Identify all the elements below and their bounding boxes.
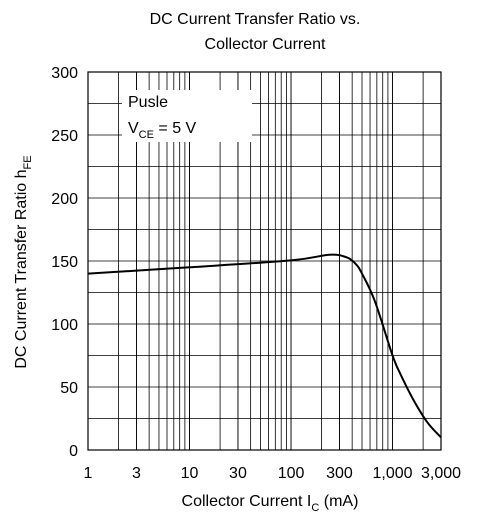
chart-title: DC Current Transfer Ratio vs.: [150, 11, 361, 28]
y-axis-label-main: DC Current Transfer Ratio h: [13, 169, 30, 368]
y-tick-label: 50: [60, 380, 78, 397]
x-tick-label: 1: [84, 465, 93, 482]
x-tick-label: 3,000: [421, 465, 461, 482]
x-tick-label: 1,000: [373, 465, 413, 482]
data-line: [87, 253, 442, 439]
y-tick-label: 200: [51, 191, 78, 208]
annotation: Pusle: [128, 94, 168, 111]
x-tick-label: 30: [229, 465, 247, 482]
y-tick-label: 100: [51, 317, 78, 334]
plot-frame: [87, 71, 442, 451]
x-tick-label: 300: [326, 465, 353, 482]
x-tick-label: 3: [132, 465, 141, 482]
x-axis-label-unit: (mA): [319, 493, 358, 510]
y-tick-label: 250: [51, 128, 78, 145]
annotation-sub: CE: [139, 129, 154, 141]
y-axis-label: DC Current Transfer Ratio hFE: [13, 155, 34, 368]
annotation-rest: = 5 V: [154, 120, 197, 137]
x-axis-label: Collector Current IC (mA): [182, 493, 359, 514]
y-tick-label: 0: [69, 443, 78, 460]
annotation-v: V: [128, 120, 139, 137]
y-axis-label-sub: FE: [22, 155, 34, 169]
chart-title: Collector Current: [205, 36, 326, 53]
x-axis-label-main: Collector Current I: [182, 493, 312, 510]
annotation-bg: [122, 90, 252, 142]
x-tick-label: 100: [278, 465, 305, 482]
annotation: VCE = 5 V: [128, 120, 197, 141]
x-tick-label: 10: [181, 465, 199, 482]
y-tick-label: 150: [51, 254, 78, 271]
y-tick-label: 300: [51, 65, 78, 82]
x-axis-label-sub: C: [311, 502, 319, 514]
